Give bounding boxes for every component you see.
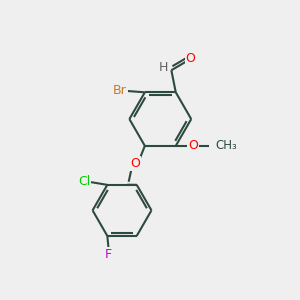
Text: O: O bbox=[185, 52, 195, 65]
Text: O: O bbox=[130, 157, 140, 170]
Text: F: F bbox=[105, 248, 112, 262]
Text: CH₃: CH₃ bbox=[215, 140, 237, 152]
Text: H: H bbox=[158, 61, 168, 74]
Text: Br: Br bbox=[113, 84, 127, 97]
Text: Cl: Cl bbox=[78, 176, 91, 188]
Text: O: O bbox=[188, 140, 198, 152]
